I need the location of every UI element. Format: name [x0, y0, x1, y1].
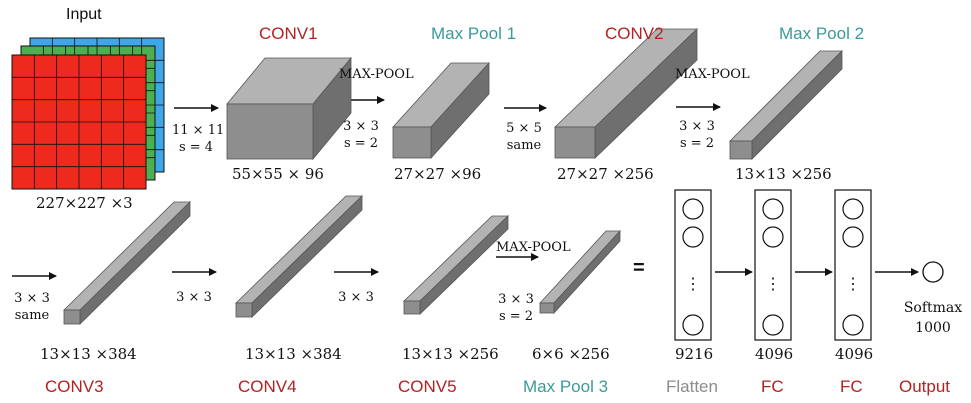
pool1-name: Max Pool 1 — [431, 24, 517, 43]
flatten-size: 9216 — [675, 345, 714, 363]
conv5-name: CONV5 — [398, 377, 457, 396]
neuron — [762, 226, 784, 248]
conv5-dims: 13×13 ×256 — [402, 345, 499, 363]
input-image-volume — [11, 37, 165, 190]
equals-sign: = — [633, 257, 645, 279]
pool2-dims: 13×13 ×256 — [735, 165, 832, 183]
conv3-name: CONV3 — [45, 377, 104, 396]
fc2-size: 4096 — [835, 345, 874, 363]
pool3-dims: 6×6 ×256 — [532, 345, 610, 363]
fc2-dots: ⋮ — [845, 274, 861, 293]
flatten-dots: ⋮ — [685, 274, 701, 293]
conv3-dims: 13×13 ×384 — [40, 345, 137, 363]
conv1-volume — [226, 56, 352, 161]
fc2-column — [834, 189, 872, 341]
neuron — [762, 198, 784, 220]
conv3-arrow-label: 3 × 3 same — [14, 291, 50, 323]
input-dims: 227×227 ×3 — [36, 194, 133, 212]
flatten-column — [674, 189, 712, 341]
input-title: Input — [66, 6, 102, 23]
pool3-op: MAX-POOL — [496, 240, 571, 255]
pool3-name: Max Pool 3 — [523, 377, 609, 396]
pool1-arrow-label: 3 × 3 s = 2 — [343, 119, 379, 151]
neuron — [842, 314, 864, 336]
neuron — [682, 198, 704, 220]
pool2-op: MAX-POOL — [675, 67, 750, 82]
pool2-volume — [729, 50, 843, 160]
neuron — [842, 198, 864, 220]
flatten-name: Flatten — [666, 377, 718, 396]
conv1-arrow-label: 11 × 11 s = 4 — [172, 123, 225, 155]
conv2-arrow-label: 5 × 5 same — [506, 121, 542, 153]
pool3-arrow-label: 3 × 3 s = 2 — [498, 292, 534, 324]
neuron — [682, 226, 704, 248]
conv1-name: CONV1 — [259, 24, 318, 43]
conv5-arrow-label: 3 × 3 — [338, 290, 374, 305]
fc2-name: FC — [840, 377, 863, 396]
conv5-volume — [403, 215, 509, 315]
conv1-dims: 55×55 × 96 — [232, 165, 324, 183]
conv4-name: CONV4 — [238, 377, 297, 396]
fc1-size: 4096 — [755, 345, 794, 363]
output-node — [922, 261, 944, 283]
neuron — [682, 314, 704, 336]
conv4-volume — [235, 195, 363, 318]
conv4-arrow-label: 3 × 3 — [176, 290, 212, 305]
conv2-name: CONV2 — [605, 24, 664, 43]
pool1-volume — [392, 61, 490, 160]
neuron — [762, 314, 784, 336]
conv4-dims: 13×13 ×384 — [245, 345, 342, 363]
output-label: Softmax 1000 — [903, 300, 963, 336]
pool3-volume — [539, 229, 621, 315]
fc1-column — [754, 189, 792, 341]
conv3-volume — [63, 201, 191, 325]
pool1-op: MAX-POOL — [339, 67, 414, 82]
conv2-volume — [554, 28, 698, 159]
fc1-dots: ⋮ — [765, 274, 781, 293]
conv2-dims: 27×27 ×256 — [557, 165, 654, 183]
pool1-dims: 27×27 ×96 — [394, 165, 482, 183]
pool2-arrow-label: 3 × 3 s = 2 — [679, 119, 715, 151]
pool2-name: Max Pool 2 — [779, 24, 865, 43]
fc1-name: FC — [761, 377, 784, 396]
neuron — [842, 226, 864, 248]
output-name: Output — [899, 377, 951, 396]
